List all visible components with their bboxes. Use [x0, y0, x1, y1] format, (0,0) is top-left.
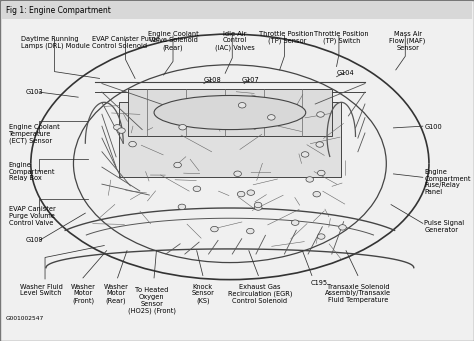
Text: Washer Fluid
Level Switch: Washer Fluid Level Switch: [20, 284, 63, 296]
Text: Knock
Sensor
(KS): Knock Sensor (KS): [191, 284, 214, 304]
Circle shape: [178, 204, 186, 210]
Circle shape: [318, 234, 325, 239]
Circle shape: [313, 191, 320, 197]
Text: G100: G100: [424, 124, 442, 131]
Circle shape: [234, 171, 241, 177]
Text: G001002547: G001002547: [6, 316, 44, 322]
Circle shape: [255, 205, 262, 210]
Circle shape: [317, 112, 324, 117]
Text: C195: C195: [310, 280, 328, 286]
Text: Pulse Signal
Generator: Pulse Signal Generator: [424, 220, 465, 233]
Circle shape: [118, 128, 125, 133]
Circle shape: [301, 152, 309, 157]
Circle shape: [254, 202, 262, 208]
Text: Fig 1: Engine Compartment: Fig 1: Engine Compartment: [6, 6, 110, 15]
Circle shape: [210, 226, 218, 232]
Text: Daytime Running
Lamps (DRL) Module: Daytime Running Lamps (DRL) Module: [21, 36, 90, 49]
Text: EVAP Canister Purge
Control Solenoid: EVAP Canister Purge Control Solenoid: [92, 36, 160, 48]
Circle shape: [238, 103, 246, 108]
Text: G108: G108: [204, 77, 221, 83]
Bar: [2, 2, 472, 19]
Text: Washer
Motor
(Front): Washer Motor (Front): [71, 284, 95, 304]
Text: To Heated
Oxygen
Sensor
(HO2S) (Front): To Heated Oxygen Sensor (HO2S) (Front): [128, 287, 176, 314]
Text: Idle Air
Control
(IAC) Valves: Idle Air Control (IAC) Valves: [215, 31, 255, 51]
Circle shape: [237, 191, 245, 197]
Circle shape: [247, 190, 255, 195]
Circle shape: [292, 220, 299, 225]
Text: Engine
Compartment
Relay Box: Engine Compartment Relay Box: [9, 162, 55, 181]
Ellipse shape: [154, 95, 306, 130]
Text: Engine
Compartment
Fuse/Relay
Panel: Engine Compartment Fuse/Relay Panel: [424, 169, 471, 195]
Circle shape: [246, 228, 254, 234]
Text: Throttle Position
(TP) Sensor: Throttle Position (TP) Sensor: [259, 31, 314, 44]
Bar: [128, 89, 332, 136]
Text: G107: G107: [242, 77, 259, 83]
Circle shape: [193, 186, 201, 192]
Text: Exhaust Gas
Recirculation (EGR)
Control Solenoid: Exhaust Gas Recirculation (EGR) Control …: [228, 284, 292, 304]
Text: Engine Coolant
Temperature
(ECT) Sensor: Engine Coolant Temperature (ECT) Sensor: [9, 124, 59, 145]
Circle shape: [129, 142, 137, 147]
Circle shape: [179, 124, 186, 130]
Bar: [118, 102, 341, 177]
Circle shape: [318, 170, 325, 176]
Text: EVAP Canister
Purge Volume
Control Valve: EVAP Canister Purge Volume Control Valve: [9, 206, 55, 226]
Text: Engine Coolant
Valve Solenoid
(Rear): Engine Coolant Valve Solenoid (Rear): [147, 31, 199, 51]
Text: Washer
Motor
(Rear): Washer Motor (Rear): [104, 284, 128, 304]
Circle shape: [174, 162, 182, 168]
Text: Mass Air
Flow (MAF)
Sensor: Mass Air Flow (MAF) Sensor: [390, 31, 426, 51]
Circle shape: [114, 124, 121, 130]
Text: G103: G103: [26, 89, 44, 95]
Circle shape: [339, 225, 346, 230]
Circle shape: [316, 142, 323, 147]
Circle shape: [306, 177, 313, 182]
Text: G104: G104: [337, 70, 354, 76]
Text: Throttle Position
(TP) Switch: Throttle Position (TP) Switch: [314, 31, 369, 44]
Text: G109: G109: [26, 237, 44, 243]
Circle shape: [267, 115, 275, 120]
Text: Transaxle Solenoid
Assembly/Transaxle
Fluid Temperature: Transaxle Solenoid Assembly/Transaxle Fl…: [325, 284, 391, 303]
